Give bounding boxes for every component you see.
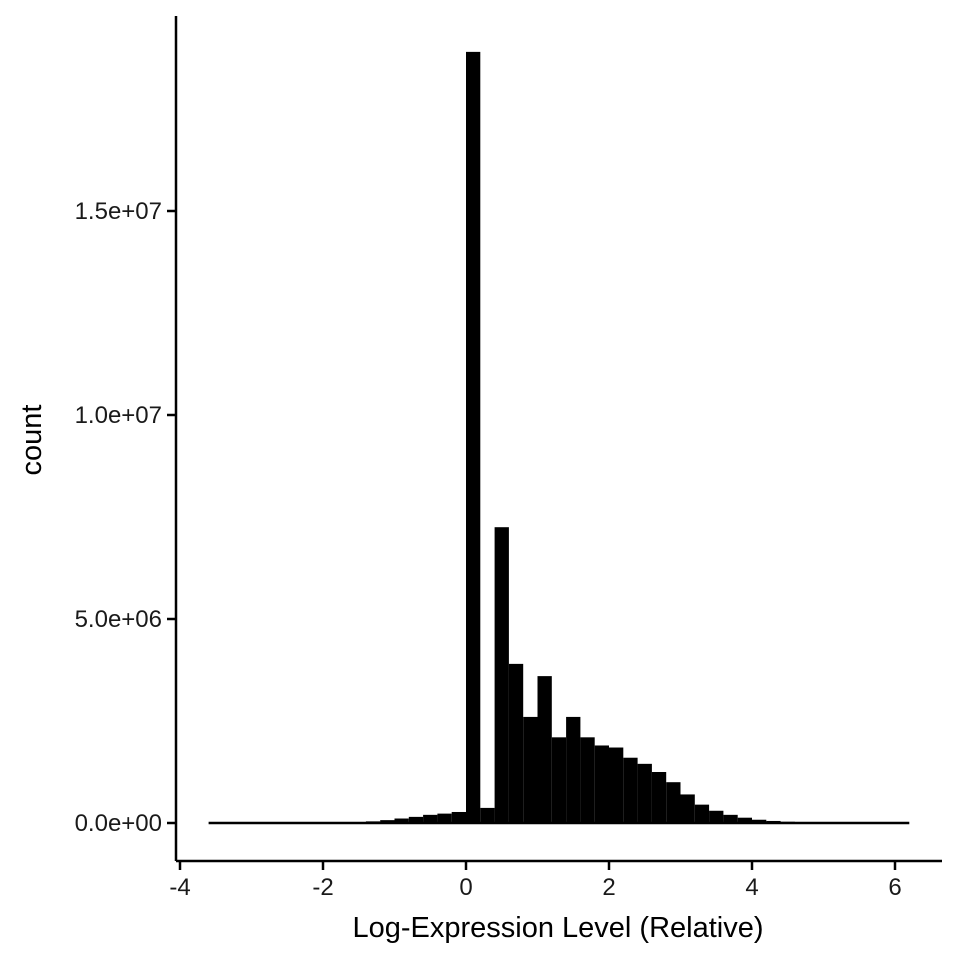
histogram-bar — [694, 804, 710, 823]
y-tick-label: 1.0e+07 — [75, 402, 162, 429]
histogram-bar — [651, 772, 667, 823]
y-tick-label: 5.0e+06 — [75, 606, 162, 633]
histogram-bar — [437, 813, 452, 823]
x-tick-label: 2 — [602, 874, 615, 901]
histogram-bar — [666, 782, 681, 823]
x-tick-label: -2 — [312, 874, 333, 901]
x-tick-label: 4 — [745, 874, 758, 901]
x-tick-label: 6 — [888, 874, 901, 901]
histogram-bar — [523, 716, 538, 823]
histogram-bar — [451, 811, 466, 823]
histogram-bar — [508, 663, 524, 823]
histogram-bar — [551, 737, 567, 823]
histogram-bar — [494, 527, 509, 823]
histogram-bar — [737, 817, 752, 823]
y-axis-title: count — [16, 405, 48, 476]
histogram-bar — [723, 814, 738, 823]
y-tick-label: 0.0e+00 — [75, 810, 162, 837]
histogram-bar — [380, 820, 395, 823]
histogram-bar — [623, 757, 638, 823]
x-tick-label: 0 — [459, 874, 472, 901]
histogram-bar — [637, 763, 652, 823]
histogram-bar — [709, 810, 724, 823]
histogram-bar — [537, 676, 552, 823]
histogram-bar — [594, 745, 609, 823]
histogram-bar — [466, 51, 481, 823]
histogram-bar — [394, 818, 409, 823]
histogram-bar — [680, 794, 695, 823]
histogram-bar — [752, 819, 767, 823]
histogram-bar — [480, 807, 495, 823]
histogram-bar — [408, 816, 424, 823]
histogram-bar — [609, 747, 624, 823]
x-tick-label: -4 — [169, 874, 190, 901]
x-axis-title: Log-Expression Level (Relative) — [352, 912, 763, 944]
x-axis: -4 -2 0 2 4 6 — [169, 859, 942, 901]
histogram-bar — [566, 716, 581, 823]
y-tick-label: 1.5e+07 — [75, 198, 162, 225]
histogram-bar — [423, 814, 438, 823]
histogram-bar — [580, 737, 595, 823]
y-axis: 0.0e+00 5.0e+06 1.0e+07 1.5e+07 — [75, 16, 178, 861]
histogram-bars — [323, 51, 838, 824]
